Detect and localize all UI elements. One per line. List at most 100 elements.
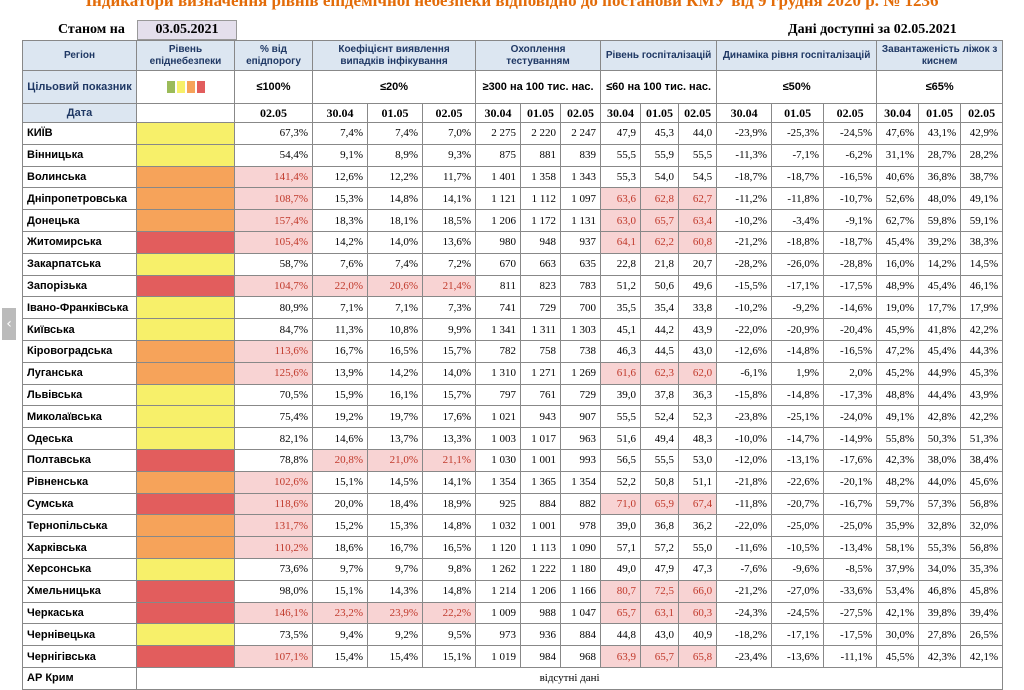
tests-cell: 1 401 <box>475 165 522 189</box>
hosp-cell: 65,7 <box>640 645 680 668</box>
detect-cell: 14,2% <box>367 361 423 385</box>
pct-cell: 125,6% <box>234 361 313 385</box>
dyn-cell: -22,0% <box>716 318 773 341</box>
table-row: Полтавська 78,8% 20,8% 21,0% 21,1% 1 030 1 001… <box>22 448 1004 472</box>
pct-cell: 157,4% <box>234 209 313 232</box>
beds-cell: 43,1% <box>918 122 962 145</box>
beds-cell: 31,1% <box>876 143 920 167</box>
level-cell <box>136 470 235 494</box>
beds-cell: 16,0% <box>876 252 920 276</box>
hosp-cell: 62,3 <box>640 361 680 385</box>
hosp-cell: 39,0 <box>600 383 642 407</box>
tests-cell: 1 113 <box>520 536 562 559</box>
detect-cell: 14,0% <box>367 230 423 254</box>
left-arrow-icon[interactable]: ‹ <box>2 308 16 340</box>
dyn-cell: -22,0% <box>716 514 773 538</box>
beds-cell: 36,8% <box>918 165 962 189</box>
pct-cell: 70,5% <box>234 383 313 407</box>
dyn-cell: -26,0% <box>771 252 825 276</box>
dyn-cell: -14,6% <box>823 296 878 320</box>
level-cell <box>136 579 235 603</box>
detect-cell: 9,4% <box>312 623 368 647</box>
beds-cell: 42,2% <box>960 405 1004 429</box>
beds-cell: 30,0% <box>876 623 920 647</box>
hosp-cell: 55,3 <box>600 165 642 189</box>
region-name: Кіровоградська <box>22 339 137 363</box>
table-row: Луганська 125,6% 13,9% 14,2% 14,0% 1 310 1 271… <box>22 361 1004 385</box>
hosp-cell: 62,7 <box>678 187 718 211</box>
dyn-cell: -14,8% <box>771 383 825 407</box>
tests-cell: 635 <box>560 252 602 276</box>
dyn-cell: -17,6% <box>823 448 878 472</box>
table-row: Кіровоградська 113,6% 16,7% 16,5% 15,7% 782 75… <box>22 339 1004 363</box>
beds-cell: 56,8% <box>960 492 1004 516</box>
detect-cell: 7,6% <box>312 252 368 276</box>
hosp-cell: 55,9 <box>640 143 680 167</box>
beds-cell: 48,8% <box>876 383 920 407</box>
dyn-cell: -11,8% <box>716 492 773 516</box>
date-cell: 30.04 <box>716 103 773 123</box>
table-row: Житомирська 105,4% 14,2% 14,0% 13,6% 980 948 93… <box>22 230 1004 254</box>
detect-cell: 21,0% <box>367 448 423 472</box>
tests-cell: 948 <box>520 230 562 254</box>
beds-cell: 46,8% <box>918 579 962 603</box>
detect-cell: 15,1% <box>421 645 477 668</box>
level-swatches <box>136 70 235 104</box>
dyn-cell: -18,8% <box>771 230 825 254</box>
hosp-cell: 47,9 <box>600 122 642 145</box>
date-cell: 01.05 <box>918 103 962 123</box>
date-cell: 01.05 <box>640 103 680 123</box>
tests-cell: 1 206 <box>475 209 522 232</box>
region-name: Запорізька <box>22 274 137 298</box>
date-empty <box>136 103 235 123</box>
level-cell <box>136 230 235 254</box>
level-cell <box>136 536 235 559</box>
hosp-cell: 53,0 <box>678 448 718 472</box>
dyn-cell: -25,0% <box>823 514 878 538</box>
region-name: Луганська <box>22 361 137 385</box>
detect-cell: 14,8% <box>421 514 477 538</box>
beds-cell: 45,4% <box>918 339 962 363</box>
detect-cell: 7,4% <box>367 122 423 145</box>
beds-cell: 39,2% <box>918 230 962 254</box>
detect-cell: 18,4% <box>367 492 423 516</box>
detect-cell: 16,1% <box>367 383 423 407</box>
hosp-cell: 22,8 <box>600 252 642 276</box>
dyn-cell: -25,0% <box>771 514 825 538</box>
orange-swatch <box>186 81 195 94</box>
level-cell <box>136 645 235 668</box>
detect-cell: 14,0% <box>421 361 477 385</box>
table-row: АР Крим відсутні дані <box>22 666 1004 690</box>
detect-cell: 15,3% <box>367 514 423 538</box>
dyn-cell: -25,1% <box>771 405 825 429</box>
beds-cell: 19,0% <box>876 296 920 320</box>
col-pct: % від епідпорогу <box>234 40 313 71</box>
detect-cell: 21,1% <box>421 448 477 472</box>
beds-cell: 40,6% <box>876 165 920 189</box>
dyn-cell: -22,6% <box>771 470 825 494</box>
tests-cell: 988 <box>520 601 562 625</box>
dyn-cell: -28,2% <box>716 252 773 276</box>
pct-cell: 54,4% <box>234 143 313 167</box>
level-cell <box>136 514 235 538</box>
dyn-cell: -21,2% <box>716 579 773 603</box>
tests-cell: 1 121 <box>475 187 522 211</box>
hosp-cell: 63,6 <box>600 187 642 211</box>
dyn-cell: -17,1% <box>771 274 825 298</box>
beds-cell: 45,4% <box>918 274 962 298</box>
dyn-cell: -21,8% <box>716 470 773 494</box>
detect-cell: 9,7% <box>367 557 423 581</box>
region-name: Рівненська <box>22 470 137 494</box>
tests-cell: 1 303 <box>560 318 602 341</box>
date-pct: 02.05 <box>234 103 313 123</box>
tests-cell: 1 358 <box>520 165 562 189</box>
region-name: Київська <box>22 318 137 341</box>
level-cell <box>136 296 235 320</box>
dyn-cell: -13,6% <box>771 645 825 668</box>
beds-cell: 55,3% <box>918 536 962 559</box>
tests-cell: 881 <box>520 143 562 167</box>
detect-cell: 15,4% <box>312 645 368 668</box>
dyn-cell: -14,9% <box>823 427 878 450</box>
beds-cell: 32,0% <box>960 514 1004 538</box>
dyn-cell: -10,2% <box>716 209 773 232</box>
